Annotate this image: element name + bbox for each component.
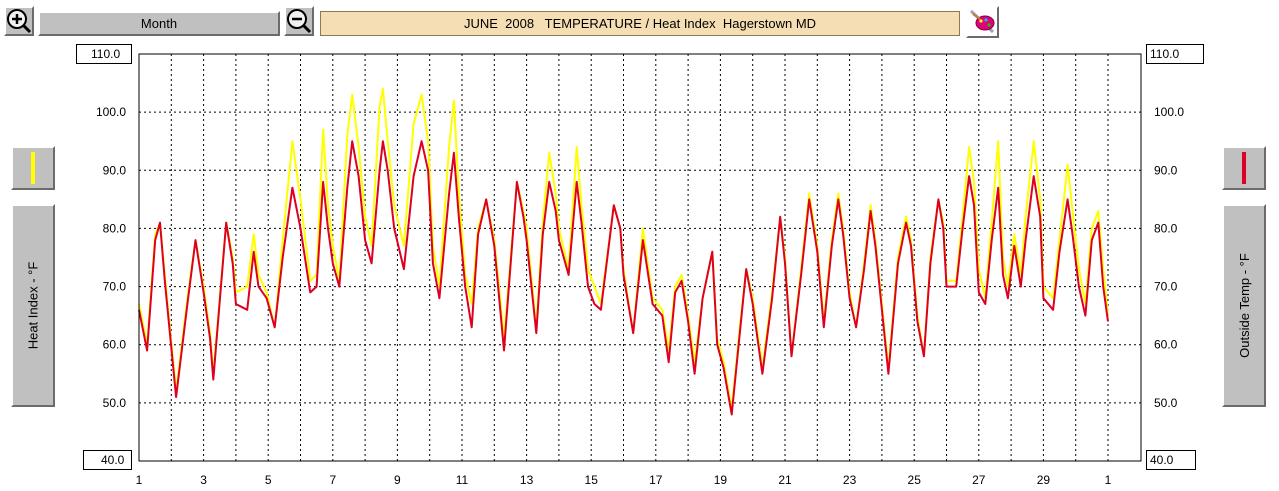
x-tick-label: 7 [329, 473, 336, 487]
x-tick-label: 17 [649, 473, 663, 487]
zoom-in-button[interactable] [4, 6, 34, 36]
zoom-out-button[interactable] [284, 6, 314, 36]
outside-temp-swatch [1242, 152, 1246, 184]
right-y-tick-label: 100.0 [1154, 105, 1184, 119]
left-y-tick-label: 70.0 [103, 280, 127, 294]
range-label: Month [140, 16, 178, 31]
heat-index-axis-button[interactable]: Heat Index - °F [11, 204, 55, 407]
right-y-tick-label: 80.0 [1154, 221, 1178, 235]
left-y-tick-label: 60.0 [103, 338, 127, 352]
outside-temp-series-toggle[interactable] [1222, 146, 1266, 190]
x-tick-label: 21 [778, 473, 792, 487]
zoom-in-icon [7, 9, 32, 34]
heat-index-swatch [31, 152, 35, 184]
left-y-tick-label: 80.0 [103, 221, 127, 235]
x-tick-label: 9 [394, 473, 401, 487]
outside-temp-line [138, 140, 1109, 416]
x-tick-label: 19 [714, 473, 728, 487]
range-select-button[interactable]: Month [38, 11, 280, 36]
x-tick-label: 29 [1037, 473, 1051, 487]
x-tick-label: 5 [265, 473, 272, 487]
left-axis-bottom-value: 40.0 [83, 450, 132, 470]
settings-button[interactable] [966, 6, 999, 38]
left-y-tick-label: 100.0 [96, 105, 126, 119]
zoom-out-icon [287, 9, 312, 34]
right-y-tick-label: 60.0 [1154, 338, 1178, 352]
x-tick-label: 25 [908, 473, 922, 487]
plot-frame [138, 53, 1142, 462]
x-tick-label: 27 [972, 473, 986, 487]
right-axis-bottom-value: 40.0 [1146, 450, 1196, 470]
x-tick-label: 11 [456, 473, 469, 487]
left-axis-top-value: 110.0 [76, 44, 132, 64]
right-axis-top-value: 110.0 [1146, 44, 1204, 64]
x-tick-label: 3 [200, 473, 207, 487]
left-y-tick-label: 90.0 [103, 163, 127, 177]
x-tick-label: 13 [520, 473, 534, 487]
x-tick-label: 1 [1105, 473, 1112, 487]
paint-palette-icon [969, 9, 995, 34]
x-tick-label: 23 [843, 473, 857, 487]
x-tick-label: 1 [136, 473, 143, 487]
right-y-tick-label: 90.0 [1154, 163, 1178, 177]
x-tick-label: 15 [585, 473, 599, 487]
chart-title: JUNE 2008 TEMPERATURE / Heat Index Hager… [320, 11, 960, 36]
outside-temp-axis-button[interactable]: Outside Temp - °F [1222, 204, 1266, 407]
right-y-tick-label: 50.0 [1154, 396, 1178, 410]
heat-index-series-toggle[interactable] [11, 146, 55, 190]
left-y-tick-label: 50.0 [103, 396, 127, 410]
right-y-tick-label: 70.0 [1154, 280, 1178, 294]
